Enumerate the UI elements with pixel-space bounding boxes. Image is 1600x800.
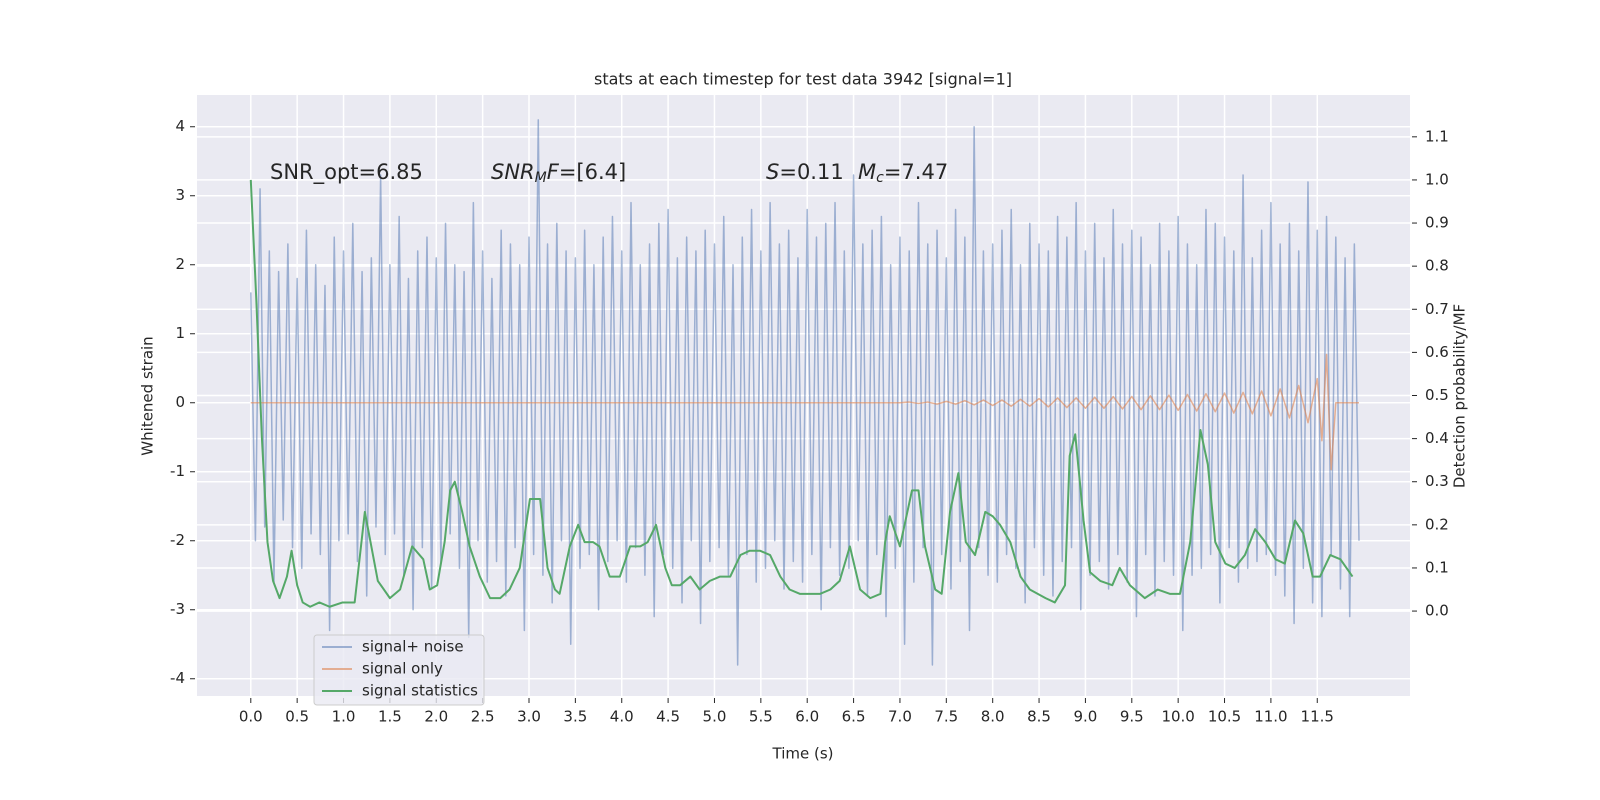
y2-tick-label: 0.6 — [1425, 343, 1449, 361]
x-tick-label: 8.5 — [1027, 708, 1051, 726]
x-tick-label: 1.0 — [332, 708, 356, 726]
legend-label: signal+ noise — [362, 638, 464, 656]
y-tick-label: -2 — [170, 531, 185, 549]
x-tick-label: 8.0 — [981, 708, 1005, 726]
y2-tick-label: 0.2 — [1425, 515, 1449, 533]
legend: signal+ noise signal only signal statistic… — [313, 634, 485, 706]
annotation: SNRMF=[6.4] — [491, 160, 626, 186]
y-tick-label: -1 — [170, 462, 185, 480]
x-tick-label: 9.0 — [1073, 708, 1097, 726]
x-tick-label: 11.5 — [1301, 708, 1334, 726]
annotation-part: =0.11 — [779, 160, 843, 184]
y2-tick-label: 1.0 — [1425, 170, 1449, 188]
chart-title: stats at each timestep for test data 394… — [594, 70, 1012, 89]
x-tick-label: 4.0 — [610, 708, 634, 726]
x-tick-label: 1.5 — [378, 708, 402, 726]
annotation-part: =[6.4] — [559, 160, 626, 184]
series-line — [250, 119, 1360, 666]
x-tick-label: 11.0 — [1254, 708, 1287, 726]
y2-tick-label: 0.3 — [1425, 472, 1449, 490]
grid — [197, 95, 1410, 696]
annotation-part: F — [547, 160, 560, 184]
annotation: Mc=7.47 — [858, 160, 948, 186]
y-tick-label: 2 — [175, 255, 185, 273]
y2-axis-label: Detection probability/MF — [1451, 304, 1469, 488]
y-tick-label: -4 — [170, 669, 185, 687]
x-tick-label: 4.5 — [656, 708, 680, 726]
x-tick-label: 0.5 — [285, 708, 309, 726]
y2-tick-label: 0.5 — [1425, 386, 1449, 404]
x-tick-label: 3.0 — [517, 708, 541, 726]
y2-tick-label: 0.4 — [1425, 429, 1449, 447]
y2-tick-label: 1.1 — [1425, 127, 1449, 145]
y2-tick-label: 0.0 — [1425, 602, 1449, 620]
x-tick-label: 6.5 — [842, 708, 866, 726]
y2-tick-label: 0.8 — [1425, 257, 1449, 275]
x-tick-label: 7.5 — [934, 708, 958, 726]
y-axis-label: Whitened strain — [139, 336, 157, 455]
x-tick-label: 7.0 — [888, 708, 912, 726]
x-tick-label: 6.0 — [795, 708, 819, 726]
annotation-part: SNR_opt=6.85 — [270, 160, 423, 185]
annotation-part: c — [876, 170, 884, 186]
x-tick-label: 9.5 — [1120, 708, 1144, 726]
x-tick-label: 10.0 — [1161, 708, 1194, 726]
legend-label: signal only — [362, 660, 443, 678]
y-tick-label: 0 — [175, 393, 185, 411]
annotation-part: S — [766, 160, 779, 184]
annotation-part: =7.47 — [884, 160, 948, 184]
x-axis-label: Time (s) — [772, 745, 834, 763]
y-tick-label: 4 — [175, 117, 185, 135]
x-tick-label: 2.0 — [424, 708, 448, 726]
annotation-part: M — [858, 160, 876, 184]
x-tick-label: 0.0 — [239, 708, 263, 726]
legend-box — [313, 634, 485, 706]
annotation-part: SNR — [491, 160, 535, 184]
annotation-part: M — [535, 170, 547, 186]
y2-tick-label: 0.9 — [1425, 214, 1449, 232]
annotation: S=0.11 — [766, 160, 844, 184]
series-line — [249, 179, 1354, 608]
x-tick-label: 2.5 — [471, 708, 495, 726]
y2-tick-label: 0.1 — [1425, 558, 1449, 576]
x-tick-label: 5.0 — [703, 708, 727, 726]
series-line — [250, 353, 1359, 471]
y-tick-label: 1 — [175, 324, 185, 342]
y2-tick-label: 0.7 — [1425, 300, 1449, 318]
legend-label: signal statistics — [362, 682, 478, 700]
x-tick-label: 10.5 — [1208, 708, 1241, 726]
x-tick-label: 5.5 — [749, 708, 773, 726]
annotation: SNR_opt=6.85 — [270, 160, 423, 185]
x-tick-label: 3.5 — [563, 708, 587, 726]
y-tick-label: 3 — [175, 186, 185, 204]
y-tick-label: -3 — [170, 600, 185, 618]
